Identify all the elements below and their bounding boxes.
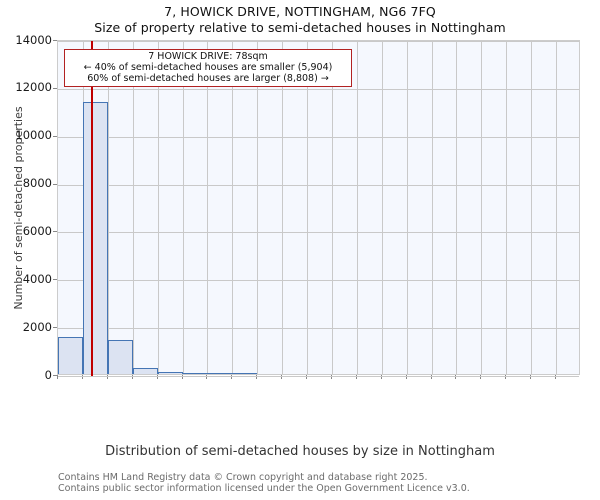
gridline-horizontal	[58, 328, 579, 330]
y-tick-label: 10000	[15, 128, 52, 143]
y-tick-mark	[53, 231, 57, 233]
page-title: 7, HOWICK DRIVE, NOTTINGHAM, NG6 7FQ	[164, 4, 436, 19]
gridline-vertical	[307, 41, 309, 374]
annotation-line-1: 7 HOWICK DRIVE: 78sqm	[148, 51, 268, 62]
x-tick-mark	[81, 375, 83, 379]
x-tick-mark	[57, 375, 58, 379]
gridline-vertical	[182, 41, 184, 374]
gridline-horizontal	[58, 376, 579, 377]
x-axis-label: Distribution of semi-detached houses by …	[105, 444, 495, 459]
gridline-horizontal	[58, 232, 579, 234]
x-tick-mark	[206, 375, 208, 379]
y-tick-mark	[53, 279, 57, 281]
annotation-line-2: ← 40% of semi-detached houses are smalle…	[83, 62, 333, 73]
bar	[58, 336, 83, 374]
y-tick-label: 4000	[22, 271, 52, 286]
gridline-horizontal	[58, 41, 579, 42]
gridline-horizontal	[58, 136, 579, 138]
bar	[82, 102, 108, 374]
x-tick-mark	[530, 375, 532, 379]
plot-area	[57, 40, 580, 377]
x-tick-mark	[106, 375, 108, 379]
y-tick-mark	[53, 327, 57, 329]
x-tick-mark	[330, 375, 332, 379]
bar	[107, 340, 133, 374]
bar	[182, 372, 208, 374]
gridline-vertical	[531, 41, 533, 374]
x-tick-mark	[156, 375, 158, 379]
y-tick-label: 6000	[22, 223, 52, 238]
annotation-line-3: 60% of semi-detached houses are larger (…	[87, 73, 329, 84]
gridline-horizontal	[58, 280, 579, 282]
y-tick-mark	[53, 375, 57, 376]
x-tick-mark	[480, 375, 482, 379]
x-tick-mark	[231, 375, 233, 379]
x-tick-mark	[306, 375, 308, 379]
gridline-vertical	[331, 41, 333, 374]
bar	[207, 372, 233, 374]
x-tick-mark	[256, 375, 258, 379]
y-tick-label: 0	[44, 367, 52, 382]
property-marker-line	[90, 41, 93, 376]
annotation-box: 7 HOWICK DRIVE: 78sqm ← 40% of semi-deta…	[64, 49, 352, 87]
y-tick-mark	[53, 183, 57, 185]
bar	[157, 372, 183, 374]
y-tick-label: 8000	[22, 176, 52, 191]
gridline-horizontal	[58, 184, 579, 186]
footer-line-1: Contains HM Land Registry data © Crown c…	[58, 472, 428, 483]
page-subtitle: Size of property relative to semi-detach…	[94, 20, 506, 35]
x-tick-mark	[131, 375, 133, 379]
gridline-horizontal	[58, 88, 579, 90]
gridline-vertical	[107, 41, 109, 374]
y-tick-mark	[53, 135, 57, 137]
gridline-vertical	[456, 41, 458, 374]
gridline-vertical	[356, 41, 358, 374]
x-tick-mark	[355, 375, 357, 379]
x-tick-mark	[281, 375, 283, 379]
x-tick-mark	[405, 375, 407, 379]
y-tick-label: 14000	[15, 32, 52, 47]
x-tick-mark	[455, 375, 457, 379]
gridline-vertical	[157, 41, 159, 374]
gridline-vertical	[556, 41, 558, 374]
gridline-vertical	[406, 41, 408, 374]
x-tick-mark	[181, 375, 183, 379]
bar	[232, 372, 258, 374]
x-tick-mark	[555, 375, 557, 379]
x-tick-mark	[380, 375, 382, 379]
x-tick-mark	[430, 375, 432, 379]
gridline-vertical	[257, 41, 259, 374]
gridline-vertical	[381, 41, 383, 374]
footer-line-2: Contains public sector information licen…	[58, 483, 470, 494]
y-tick-mark	[53, 87, 57, 89]
gridline-vertical	[207, 41, 209, 374]
y-tick-mark	[53, 40, 57, 41]
gridline-vertical	[431, 41, 433, 374]
gridline-vertical	[481, 41, 483, 374]
y-tick-label: 2000	[22, 319, 52, 334]
gridline-vertical	[232, 41, 234, 374]
x-tick-mark	[505, 375, 507, 379]
y-tick-label: 12000	[15, 80, 52, 95]
bar	[132, 367, 158, 374]
gridline-vertical	[282, 41, 284, 374]
gridline-vertical	[506, 41, 508, 374]
gridline-vertical	[132, 41, 134, 374]
